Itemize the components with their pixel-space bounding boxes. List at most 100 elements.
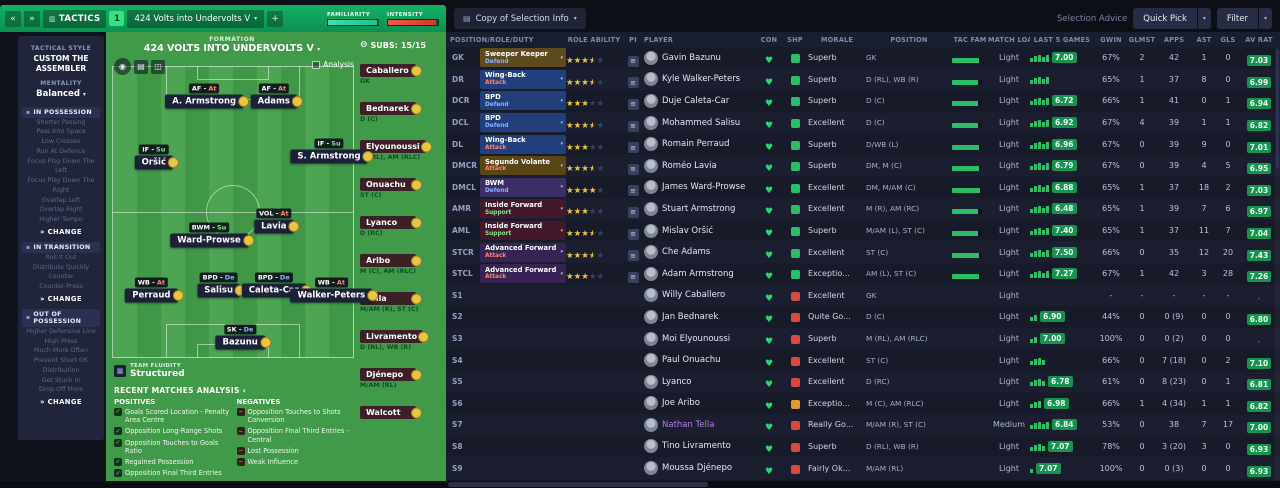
pi-icon[interactable]: ≡ <box>627 185 639 197</box>
role-dropdown[interactable]: Inside Forward Support ▾ <box>480 199 566 219</box>
pi-icon[interactable]: ≡ <box>627 228 639 240</box>
table-row[interactable]: S1 Willy Caballero ♥ Excellent GK Light - - - - - - <box>446 284 1280 307</box>
mentality-dropdown[interactable]: Balanced ▾ <box>22 89 100 99</box>
sub-list-item[interactable]: Caballero GK <box>360 58 442 85</box>
recent-matches-analysis-link[interactable]: RECENT MATCHES ANALYSIS › <box>114 386 246 395</box>
pi-icon[interactable]: ≡ <box>627 206 639 218</box>
player-name-box[interactable]: Walker-Peters <box>290 288 379 303</box>
player-name-box[interactable]: A. Armstrong <box>165 94 250 109</box>
player-name[interactable]: Che Adams <box>662 247 711 258</box>
filter-button[interactable]: Filter <box>1216 8 1258 29</box>
selection-advice-button[interactable]: Selection Advice <box>1057 13 1128 24</box>
player-name[interactable]: Roméo Lavia <box>662 160 717 171</box>
pitch-player-chip[interactable]: IF - Su S. Armstrong <box>290 138 374 164</box>
table-row[interactable]: S5 Lyanco ♥ Excellent D (RC) Light 6.78 61% 0 8 (… <box>446 370 1280 393</box>
sub-list-item[interactable]: Livramento D (RL), WB (R) <box>360 324 442 351</box>
sub-name-box[interactable]: Djénepo <box>360 368 422 381</box>
player-name[interactable]: Lyanco <box>662 376 692 387</box>
column-header-pi[interactable]: PI <box>629 35 637 44</box>
pitch-player-chip[interactable]: VOL - At Lavia <box>254 208 300 234</box>
copy-selection-dropdown[interactable]: ▤ Copy of Selection Info ▾ <box>454 8 586 29</box>
column-header-av-rat[interactable]: AV RAT <box>1245 35 1273 44</box>
sub-list-item[interactable]: Djénepo M/AM (RL) <box>360 362 442 389</box>
pi-icon[interactable]: ≡ <box>627 55 639 67</box>
player-name-box[interactable]: Perraud <box>125 288 184 303</box>
table-row[interactable]: S8 Tino Livramento ♥ Superb D (RL), WB (R) Li… <box>446 435 1280 458</box>
pitch-player-chip[interactable]: IF - Su Oršić <box>134 144 180 170</box>
table-row[interactable]: S10Theo Walcott♥ <box>446 478 1280 481</box>
role-dropdown[interactable]: Advanced Forward Attack ▾ <box>480 242 566 262</box>
player-name[interactable]: Willy Caballero <box>662 290 726 301</box>
column-header-gls[interactable]: GLS <box>1220 35 1236 44</box>
pi-icon[interactable]: ≡ <box>627 271 639 283</box>
pi-icon[interactable]: ≡ <box>627 142 639 154</box>
nav-forward-button[interactable]: » <box>24 10 40 27</box>
column-header-tac-fam[interactable]: TAC FAM <box>953 35 987 44</box>
column-header-position[interactable]: POSITION <box>890 35 928 44</box>
player-name[interactable]: Tino Livramento <box>662 441 731 452</box>
sub-name-box[interactable]: Lyanco <box>360 216 422 229</box>
table-row[interactable]: S4 Paul Onuachu ♥ Excellent ST (C) Light 66% 0 7… <box>446 349 1280 371</box>
column-header-player[interactable]: PLAYER <box>644 35 674 44</box>
column-header-glmst[interactable]: GLMST <box>1128 35 1156 44</box>
player-name-box[interactable]: Bazunu <box>215 335 271 350</box>
change-button[interactable]: » CHANGE <box>40 398 82 406</box>
pitch-player-chip[interactable]: WB - At Walker-Peters <box>290 277 379 303</box>
table-row[interactable]: S3 Moi Elyounoussi ♥ Superb M (RL), AM (RLC)… <box>446 327 1280 350</box>
column-header-role-ability[interactable]: ROLE ABILITY <box>567 35 621 44</box>
horizontal-scrollbar[interactable] <box>0 481 1280 488</box>
player-name[interactable]: Mohammed Salisu <box>662 117 741 128</box>
sub-name-box[interactable]: Livramento <box>360 330 430 343</box>
player-name-box[interactable]: Ward-Prowse <box>170 233 254 248</box>
player-name[interactable]: Adam Armstrong <box>662 268 734 279</box>
player-name[interactable]: Mislav Oršić <box>662 225 714 236</box>
pi-icon[interactable]: ≡ <box>627 77 639 89</box>
player-name[interactable]: Jan Bednarek <box>662 311 719 322</box>
sub-list-item[interactable]: Lyanco D (RC) <box>360 210 442 237</box>
role-dropdown[interactable]: BPD Defend ▾ <box>480 91 566 111</box>
pitch-view-icon[interactable]: ◫ <box>151 59 165 74</box>
role-dropdown[interactable]: Sweeper Keeper Defend ▾ <box>480 48 566 68</box>
sub-name-box[interactable]: Onuachu <box>360 178 422 191</box>
sub-name-box[interactable]: Aribo <box>360 254 422 267</box>
nav-back-button[interactable]: « <box>5 10 21 27</box>
sub-list-item[interactable]: Walcott <box>360 400 442 419</box>
sub-name-box[interactable]: Elyounoussi <box>360 140 432 153</box>
quick-pick-chevron-button[interactable]: ▾ <box>1197 8 1211 29</box>
player-name-box[interactable]: Oršić <box>134 155 180 170</box>
add-tactic-button[interactable]: + <box>267 10 284 27</box>
column-header-morale[interactable]: MORALE <box>820 35 854 44</box>
column-header-con[interactable]: CON <box>760 35 778 44</box>
pi-icon[interactable]: ≡ <box>627 250 639 262</box>
quick-pick-button[interactable]: Quick Pick <box>1133 8 1197 29</box>
pitch-player-chip[interactable]: AF - At Adams <box>250 83 303 109</box>
pitch-player-chip[interactable]: BPD - De Salisu <box>197 272 246 297</box>
column-header-last-5-games[interactable]: LAST 5 GAMES <box>1033 35 1091 44</box>
tactical-style-value[interactable]: CUSTOM THE ASSEMBLER <box>33 54 89 73</box>
player-name-box[interactable]: Adams <box>250 94 303 109</box>
table-row[interactable]: S2 Jan Bednarek ♥ Quite Go... D (C) Light 6.90… <box>446 306 1280 328</box>
player-name[interactable]: Stuart Armstrong <box>662 203 736 214</box>
role-dropdown[interactable]: Segundo Volante Attack ▾ <box>480 156 566 176</box>
player-name[interactable]: Joe Aribo <box>662 398 700 409</box>
player-name[interactable]: Kyle Walker-Peters <box>662 74 741 85</box>
sub-list-item[interactable]: Onuachu ST (C) <box>360 172 442 199</box>
tactic-name-dropdown[interactable]: 424 Volts into Undervolts V ▾ <box>127 9 265 28</box>
pitch-player-chip[interactable]: SK - De Bazunu <box>215 324 271 350</box>
pi-icon[interactable]: ≡ <box>627 163 639 175</box>
tab-tactics[interactable]: ▥ TACTICS <box>43 9 107 28</box>
role-dropdown[interactable]: Advanced Forward Attack ▾ <box>480 264 566 284</box>
pi-icon[interactable]: ≡ <box>627 120 639 132</box>
filter-chevron-button[interactable]: ▾ <box>1258 8 1272 29</box>
player-name[interactable]: Romain Perraud <box>662 139 730 150</box>
player-name-box[interactable]: S. Armstrong <box>290 149 374 164</box>
